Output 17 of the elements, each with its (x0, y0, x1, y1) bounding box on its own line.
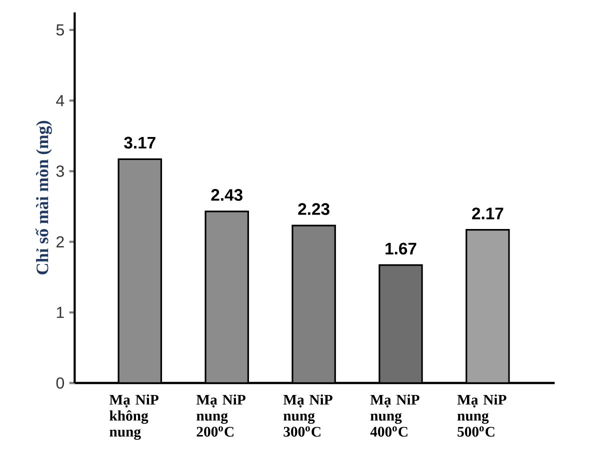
y-axis-title: Chỉ số mài mòn (mg) (35, 120, 52, 274)
x-tick-label: Mạ NiP không nung (109, 394, 158, 440)
y-tick-label: 3 (56, 166, 64, 177)
y-tick-label: 1 (56, 306, 64, 318)
y-tick-label: 2 (56, 236, 64, 248)
x-tick-label: Mạ NiP nung 400$^{o}$C (370, 394, 420, 437)
data-label: 1.67 (386, 242, 416, 255)
y-tick-label: 4 (56, 95, 64, 106)
y-tick-label: 0 (56, 377, 64, 389)
data-label: 2.17 (472, 208, 504, 220)
x-tick-label: Mạ NiP nung 300$^{o}$C (283, 394, 332, 437)
data-label: 2.23 (298, 203, 330, 215)
data-label: 3.17 (124, 136, 156, 149)
x-tick-label: Mạ NiP nung 200$^{o}$C (196, 394, 246, 437)
data-label: 2.43 (211, 189, 242, 201)
x-tick-label: Mạ NiP nung 500$^{o}$C (457, 394, 506, 437)
y-tick-label: 5 (56, 24, 64, 36)
